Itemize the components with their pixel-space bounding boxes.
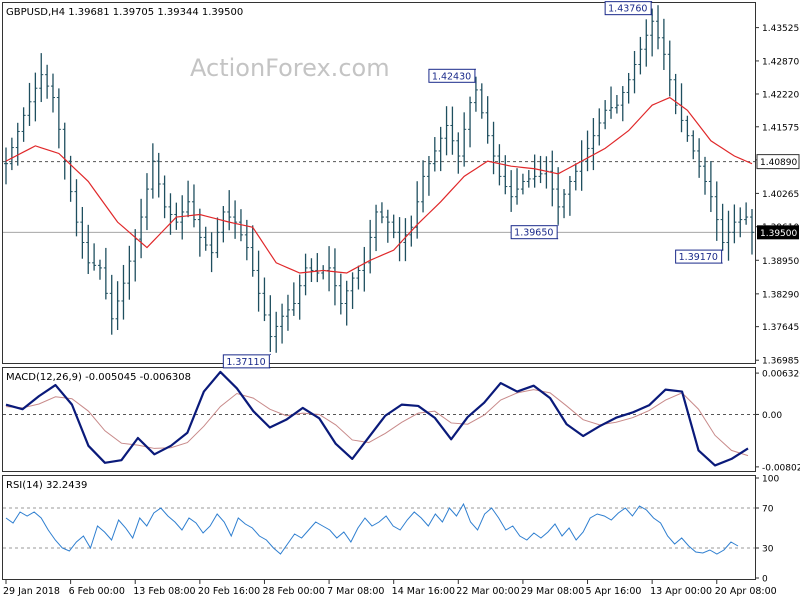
time-tick-label: 28 Feb 00:00 (262, 586, 324, 597)
macd-signal-line (5, 389, 749, 457)
time-tick-label: 7 Mar 08:00 (327, 586, 384, 597)
rsi-tick-label: 30 (762, 545, 774, 555)
annotation-label: 1.42430 (432, 71, 471, 82)
rsi-tick-label: 100 (762, 475, 779, 485)
price-plot: 1.42430 1.43760 1.39650 1.37110 1.39170 (3, 1, 755, 369)
time-tick-label: 13 Apr 00:00 (650, 586, 712, 597)
annotation-box (428, 68, 476, 83)
macd-tick-label: 0.006326 (762, 370, 800, 380)
price-tick-label: 1.43525 (762, 24, 799, 34)
price-tick-label: 1.37645 (762, 323, 799, 333)
macd-panel (2, 367, 756, 472)
price-tick-label: 1.38290 (762, 290, 799, 300)
price-panel (2, 2, 756, 364)
annotation-label: 1.37110 (226, 357, 265, 368)
price-tick-label: 1.42870 (762, 57, 799, 67)
price-tick-label: 1.41575 (762, 123, 799, 133)
time-tick-label: 22 Mar 00:00 (456, 586, 519, 597)
moving-average-line (5, 96, 753, 274)
macd-tick-label: 0.00 (762, 411, 782, 421)
current-price-badge-label: 1.39500 (760, 229, 797, 239)
annotation-box (222, 354, 270, 369)
macd-tick-label: -0.008022 (762, 463, 800, 473)
annotation-label: 1.39650 (514, 228, 553, 239)
annotation-label: 1.43760 (608, 4, 647, 15)
time-tick-label: 6 Feb 00:00 (69, 586, 125, 597)
axes: 1.435251.428701.422201.415751.409251.402… (3, 24, 800, 597)
resistance-badge-label: 1.40890 (760, 158, 797, 168)
rsi-tick-label: 0 (762, 575, 768, 585)
rsi-plot (3, 502, 755, 555)
rsi-panel (2, 475, 756, 580)
annotation-box (510, 225, 558, 240)
annotation-box (604, 1, 652, 16)
time-tick-label: 5 Apr 16:00 (586, 586, 642, 597)
time-tick-label: 29 Jan 2018 (3, 586, 60, 597)
ohlc-label: 1.39681 1.39705 1.39344 1.39500 (68, 7, 243, 18)
current-price-badge (757, 225, 799, 240)
macd-plot (3, 370, 755, 467)
macd-panel-title: MACD(12,26,9) -0.005045 -0.006308 (6, 372, 191, 383)
price-tick-label: 1.42220 (762, 90, 799, 100)
time-tick-label: 20 Feb 16:00 (198, 586, 260, 597)
time-tick-label: 14 Mar 16:00 (392, 586, 455, 597)
price-tick-label: 1.36985 (762, 357, 799, 367)
price-tick-label: 1.40265 (762, 190, 799, 200)
rsi-tick-label: 70 (762, 505, 774, 515)
annotation-label: 1.39170 (679, 252, 718, 263)
time-tick-label: 13 Feb 08:00 (133, 586, 195, 597)
price-panel-title: GBPUSD,H4 1.39681 1.39705 1.39344 1.3950… (6, 7, 243, 18)
watermark: ActionForex.com (190, 54, 390, 82)
time-tick-label: 20 Apr 08:00 (715, 586, 777, 597)
price-tick-label: 1.38950 (762, 257, 799, 267)
annotation-box (675, 249, 723, 264)
rsi-line (5, 502, 739, 555)
symbol-label: GBPUSD,H4 (6, 7, 65, 18)
resistance-badge (756, 154, 800, 170)
time-tick-label: 29 Mar 08:00 (521, 586, 584, 597)
macd-line (5, 370, 749, 467)
rsi-panel-title: RSI(14) 32.2439 (6, 480, 87, 491)
